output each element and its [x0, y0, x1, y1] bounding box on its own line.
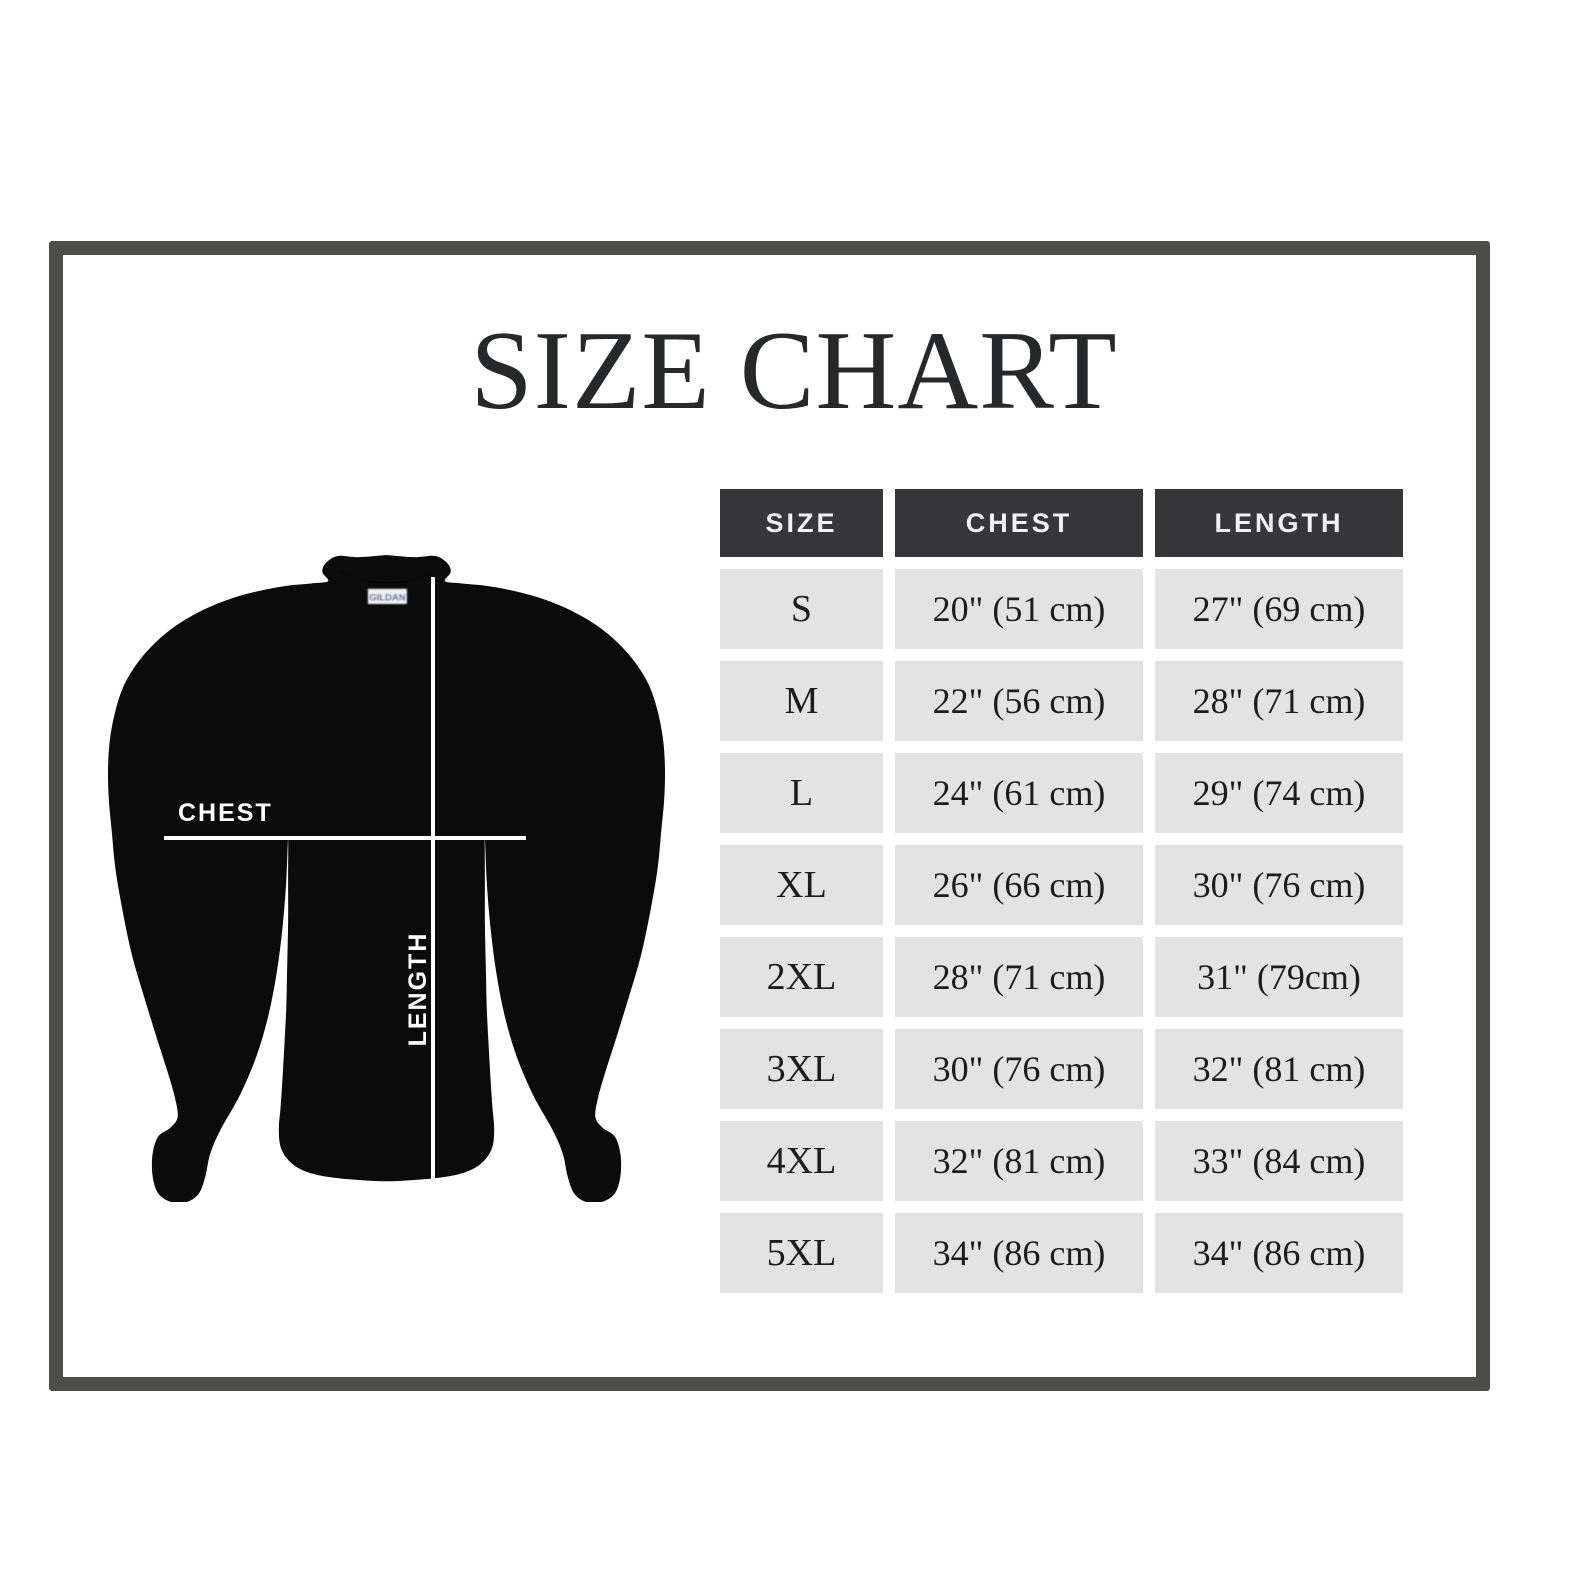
- svg-text:GILDAN: GILDAN: [369, 593, 406, 604]
- svg-text:LENGTH: LENGTH: [404, 932, 432, 1047]
- svg-text:CHEST: CHEST: [178, 799, 273, 827]
